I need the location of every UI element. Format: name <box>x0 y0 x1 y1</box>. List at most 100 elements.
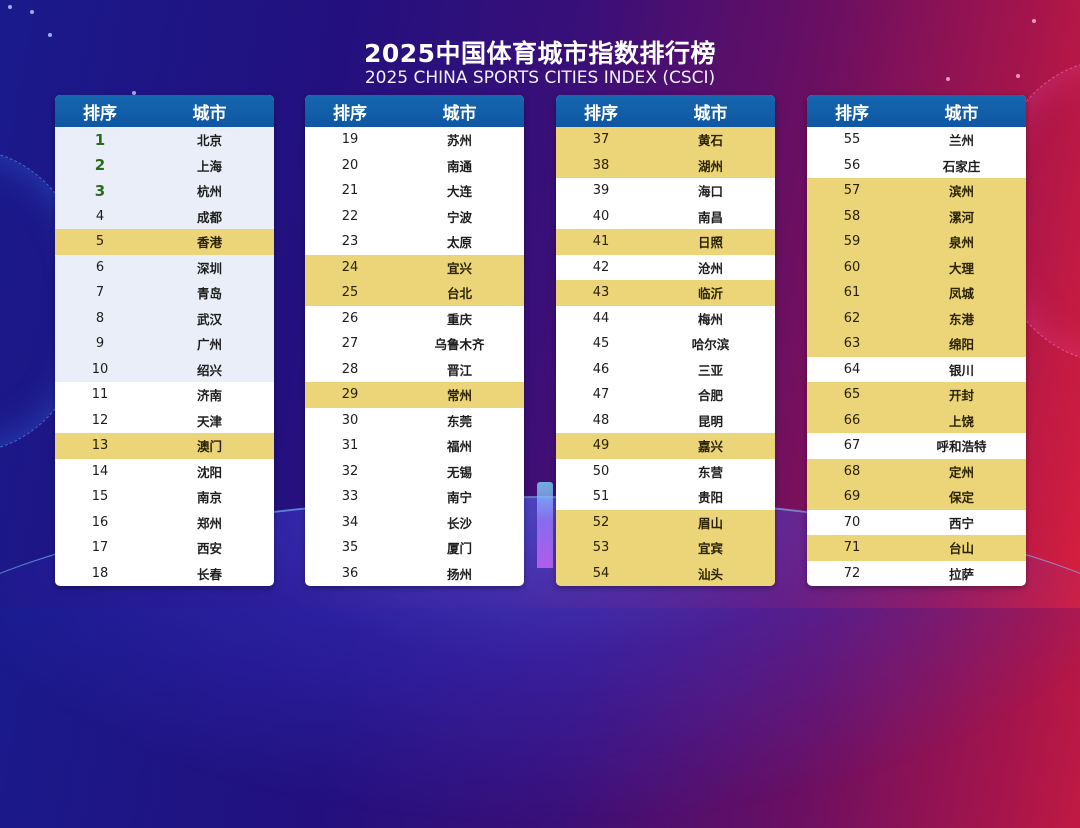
table-row: 2 上海 <box>55 152 274 178</box>
rank-cell: 16 <box>91 514 109 530</box>
table-row: 17 西安 <box>55 535 274 561</box>
rank-cell: 21 <box>341 183 359 199</box>
city-cell: 泉州 <box>948 235 974 251</box>
table-row: 64 银川 <box>807 357 1026 383</box>
table-row: 53 宜宾 <box>556 535 775 561</box>
city-cell: 重庆 <box>446 311 472 327</box>
city-cell: 日照 <box>697 235 723 251</box>
city-cell: 青岛 <box>196 286 222 302</box>
table-row: 48 昆明 <box>556 408 775 434</box>
table-row: 23 太原 <box>305 229 524 255</box>
city-cell: 福州 <box>446 439 472 455</box>
ranking-table-4: 排序 城市 55 兰州 56 石家庄 57 滨州 58 漯河 59 泉州 60 大理 61 凤城 62 东港 6… <box>807 95 1026 586</box>
rank-cell: 28 <box>341 361 359 377</box>
city-cell: 北京 <box>196 133 222 149</box>
table-header: 排序 城市 <box>305 95 524 127</box>
rank-cell: 14 <box>91 463 109 479</box>
table-row: 16 郑州 <box>55 510 274 536</box>
table-row: 21 大连 <box>305 178 524 204</box>
city-cell: 长春 <box>196 566 222 582</box>
city-column-header: 城市 <box>693 103 728 124</box>
table-row: 52 眉山 <box>556 509 775 535</box>
rank-cell: 70 <box>843 514 861 530</box>
city-cell: 三亚 <box>697 362 723 378</box>
city-cell: 武汉 <box>196 311 222 327</box>
city-cell: 郑州 <box>196 515 222 531</box>
table-row: 30 东莞 <box>305 408 524 434</box>
rank-cell: 26 <box>341 310 359 326</box>
rank-cell: 17 <box>91 540 109 556</box>
rank-cell: 4 <box>95 208 105 224</box>
table-row: 38 湖州 <box>556 152 775 178</box>
rank-column-header: 排序 <box>835 103 869 124</box>
table-row: 58 漯河 <box>807 203 1026 229</box>
city-column-header: 城市 <box>442 103 477 124</box>
rank-cell: 7 <box>95 285 105 301</box>
table-row: 70 西宁 <box>807 510 1026 536</box>
rank-cell: 3 <box>94 181 106 200</box>
city-cell: 昆明 <box>697 413 723 429</box>
city-cell: 西安 <box>196 541 222 557</box>
rank-cell: 64 <box>843 361 861 377</box>
city-cell: 苏州 <box>446 133 472 149</box>
table-row: 72 拉萨 <box>807 561 1026 587</box>
city-cell: 广州 <box>196 337 222 353</box>
table-row: 63 绵阳 <box>807 331 1026 357</box>
city-cell: 银川 <box>948 362 974 378</box>
table-row: 69 保定 <box>807 484 1026 510</box>
city-cell: 合肥 <box>697 388 723 404</box>
page-title: 2025中国体育城市指数排行榜 <box>363 39 717 68</box>
rank-cell: 65 <box>843 387 861 403</box>
table-row: 6 深圳 <box>55 254 274 280</box>
rank-cell: 58 <box>843 208 861 224</box>
city-cell: 绵阳 <box>948 337 974 353</box>
rank-cell: 57 <box>843 183 861 199</box>
city-cell: 绍兴 <box>196 362 222 378</box>
city-cell: 上海 <box>196 158 222 174</box>
rank-cell: 66 <box>843 412 861 428</box>
table-row: 62 东港 <box>807 305 1026 331</box>
table-row: 47 合肥 <box>556 382 775 408</box>
table-row: 45 哈尔滨 <box>556 331 775 357</box>
rank-cell: 20 <box>341 157 359 173</box>
rank-cell: 42 <box>592 259 610 275</box>
table-row: 50 东营 <box>556 459 775 485</box>
rank-cell: 48 <box>592 412 610 428</box>
table-row: 44 梅州 <box>556 306 775 332</box>
city-cell: 晋江 <box>446 362 472 378</box>
table-row: 42 沧州 <box>556 255 775 281</box>
table-row: 36 扬州 <box>305 561 524 587</box>
table-row: 24 宜兴 <box>305 254 524 280</box>
table-row: 51 贵阳 <box>556 484 775 510</box>
city-cell: 眉山 <box>697 515 723 531</box>
table-row: 12 天津 <box>55 408 274 434</box>
city-column-header: 城市 <box>944 103 979 124</box>
rank-cell: 39 <box>592 183 610 199</box>
city-cell: 天津 <box>196 413 222 429</box>
city-cell: 梅州 <box>697 311 723 327</box>
table-row: 54 汕头 <box>556 560 775 586</box>
city-cell: 哈尔滨 <box>691 337 730 353</box>
city-cell: 东港 <box>948 311 974 327</box>
city-cell: 无锡 <box>446 464 472 480</box>
rank-cell: 8 <box>95 310 105 326</box>
rank-cell: 53 <box>592 540 610 556</box>
city-cell: 扬州 <box>446 566 472 582</box>
star-decoration <box>8 5 12 9</box>
table-body: 19 苏州 20 南通 21 大连 22 宁波 23 太原 24 宜兴 25 台北 26 重庆 27 乌鲁木齐 28… <box>305 127 524 586</box>
table-row: 3 杭州 <box>55 178 274 204</box>
rank-cell: 1 <box>94 130 106 149</box>
city-cell: 宁波 <box>446 209 472 225</box>
city-cell: 南昌 <box>697 209 723 225</box>
rank-cell: 24 <box>341 259 359 275</box>
star-decoration <box>1016 74 1020 78</box>
city-cell: 石家庄 <box>942 158 981 174</box>
rank-column-header: 排序 <box>83 103 117 124</box>
city-cell: 宜宾 <box>697 541 723 557</box>
rank-cell: 29 <box>341 387 359 403</box>
rank-cell: 32 <box>341 463 359 479</box>
city-cell: 兰州 <box>948 133 974 149</box>
table-row: 22 宁波 <box>305 204 524 230</box>
rank-cell: 23 <box>341 234 359 250</box>
rank-cell: 63 <box>843 336 861 352</box>
